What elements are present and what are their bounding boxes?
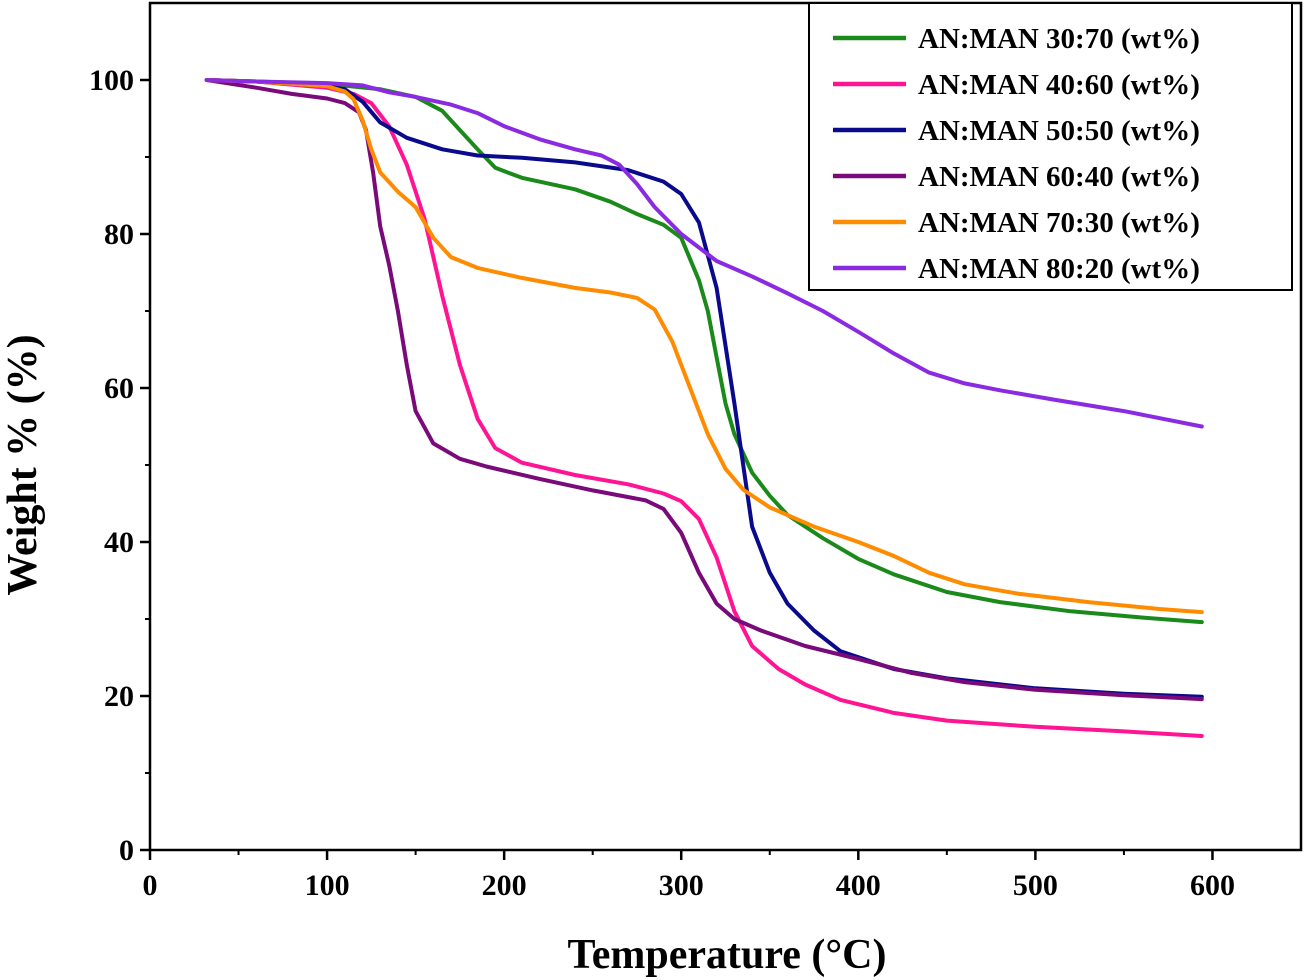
series-line-6 (204, 78, 1204, 429)
series-line-1 (204, 78, 1204, 625)
x-tick-label: 600 (1190, 869, 1235, 902)
legend-label-3: AN:MAN 50:50 (wt%) (918, 115, 1200, 147)
x-axis-ticks: 0 100 200 300 400 500 600 (143, 850, 1235, 902)
x-tick-label: 200 (482, 869, 527, 902)
y-tick-label: 0 (119, 834, 134, 867)
y-axis-ticks: 0 20 40 60 80 100 (89, 64, 150, 867)
y-tick-label: 20 (104, 680, 134, 713)
legend-label-6: AN:MAN 80:20 (wt%) (918, 253, 1200, 285)
x-tick-label: 400 (836, 869, 881, 902)
legend-box (808, 2, 1293, 291)
x-tick-label: 0 (143, 869, 158, 902)
legend-label-1: AN:MAN 30:70 (wt%) (918, 23, 1200, 55)
x-tick-label: 100 (305, 869, 350, 902)
x-tick-label: 500 (1013, 869, 1058, 902)
series-line-2 (204, 78, 1204, 738)
y-axis-title: Weight % (%) (0, 334, 46, 595)
legend: AN:MAN 30:70 (wt%) AN:MAN 40:60 (wt%) AN:M… (808, 2, 1293, 291)
legend-label-4: AN:MAN 60:40 (wt%) (918, 161, 1200, 193)
y-tick-label: 40 (104, 526, 134, 559)
y-tick-label: 80 (104, 218, 134, 251)
series-group (204, 78, 1204, 738)
legend-label-2: AN:MAN 40:60 (wt%) (918, 69, 1200, 101)
y-tick-label: 60 (104, 372, 134, 405)
y-tick-label: 100 (89, 64, 134, 97)
legend-label-5: AN:MAN 70:30 (wt%) (918, 207, 1200, 239)
series-line-5 (204, 78, 1204, 615)
x-tick-label: 300 (659, 869, 704, 902)
x-axis-title: Temperature (°C) (568, 932, 887, 978)
plot-frame (148, 1, 1303, 852)
